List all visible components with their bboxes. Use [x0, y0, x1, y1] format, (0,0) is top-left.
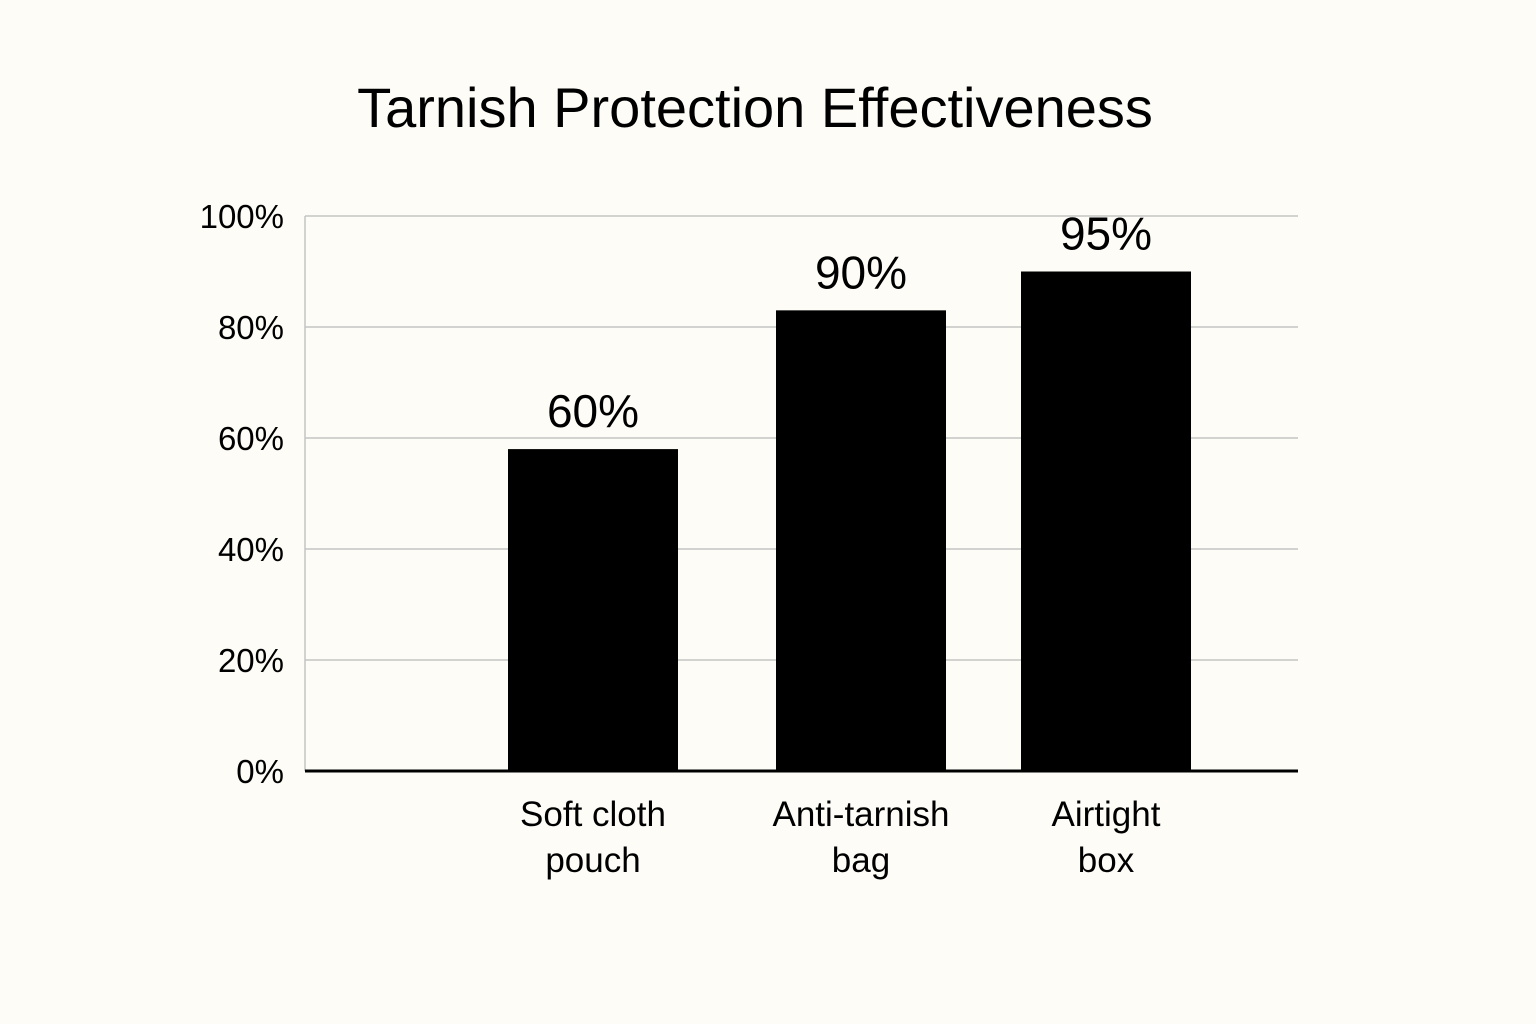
y-tick-label: 40% [218, 531, 284, 568]
y-tick-label: 100% [200, 198, 284, 235]
y-axis-ticks: 0% 20% 40% 60% 80% 100% [200, 198, 284, 790]
bar-value-label: 90% [815, 246, 907, 298]
x-category-label: Airtight [1052, 795, 1161, 834]
bars [508, 271, 1191, 771]
y-tick-label: 0% [236, 753, 284, 790]
bar [1021, 271, 1191, 771]
x-category-label: Soft cloth [520, 795, 666, 834]
x-category-label: pouch [545, 841, 640, 880]
bar [776, 310, 946, 771]
category-labels: Soft cloth pouch Anti-tarnish bag Airtight bo… [520, 795, 1161, 880]
x-category-label: bag [832, 841, 890, 880]
bar [508, 449, 678, 771]
bar-value-label: 95% [1060, 208, 1152, 260]
y-tick-label: 20% [218, 642, 284, 679]
x-category-label: Anti-tarnish [772, 795, 949, 834]
chart-title: Tarnish Protection Effectiveness [357, 76, 1153, 139]
value-labels: 60% 90% 95% [547, 208, 1152, 438]
bar-value-label: 60% [547, 385, 639, 437]
x-category-label: box [1078, 841, 1135, 880]
y-tick-label: 60% [218, 420, 284, 457]
y-tick-label: 80% [218, 309, 284, 346]
